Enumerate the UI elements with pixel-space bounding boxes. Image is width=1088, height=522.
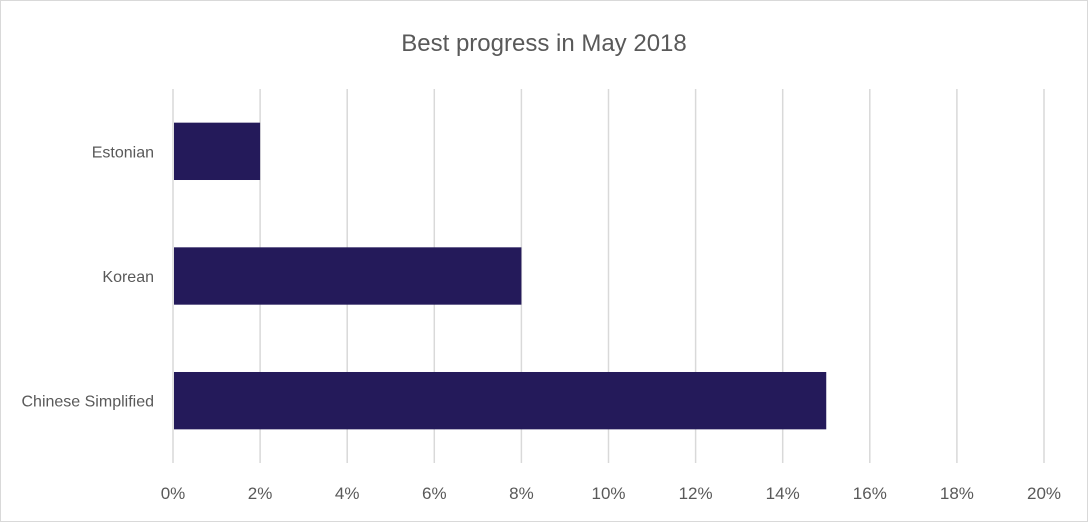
x-tick-label: 8%	[509, 484, 534, 503]
category-label: Chinese Simplified	[21, 394, 154, 411]
x-tick-label: 6%	[422, 484, 447, 503]
category-label: Korean	[102, 269, 154, 286]
x-tick-label: 18%	[940, 484, 974, 503]
x-tick-label: 12%	[679, 484, 713, 503]
bar	[174, 122, 261, 181]
x-tick-label: 10%	[591, 484, 625, 503]
category-label: Estonian	[92, 144, 154, 161]
bars	[174, 122, 827, 430]
x-tick-label: 2%	[248, 484, 273, 503]
bar	[174, 371, 827, 430]
x-tick-label: 4%	[335, 484, 360, 503]
x-tick-label: 0%	[161, 484, 186, 503]
x-tick-label: 14%	[766, 484, 800, 503]
category-labels: Estonian Korean Chinese Simplified	[21, 144, 154, 410]
x-tick-label: 20%	[1027, 484, 1061, 503]
chart-title: Best progress in May 2018	[401, 30, 686, 57]
bar	[174, 247, 522, 305]
x-axis-tick-labels: 0% 2% 4% 6% 8% 10% 12% 14% 16% 18% 20%	[161, 484, 1061, 503]
x-tick-label: 16%	[853, 484, 887, 503]
